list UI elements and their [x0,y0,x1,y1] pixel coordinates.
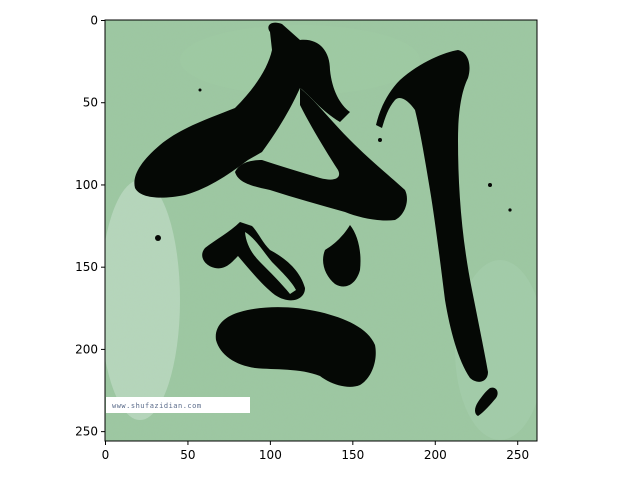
watermark-text: www.shufazidian.com [112,402,202,410]
axes-frame [104,19,538,442]
watermark: www.shufazidian.com [106,397,250,413]
y-tick-label: 0 [90,14,98,28]
y-tick-label: 250 [75,425,98,439]
x-tick-label: 150 [341,448,364,462]
x-tick-label: 200 [424,448,447,462]
y-tick-label: 200 [75,342,98,356]
x-tick-label: 50 [180,448,195,462]
y-tick-label: 50 [83,96,98,110]
y-tick-label: 100 [75,178,98,192]
ink-strokes [134,22,512,416]
x-tick-label: 100 [259,448,282,462]
calligraphy-image: www.shufazidian.com [105,20,537,441]
x-axis: 0 50 100 150 200 250 [102,441,529,462]
x-tick-label: 0 [102,448,110,462]
x-tick-label: 250 [506,448,529,462]
y-axis: 0 50 100 150 200 250 [75,14,105,439]
y-tick-label: 150 [75,260,98,274]
